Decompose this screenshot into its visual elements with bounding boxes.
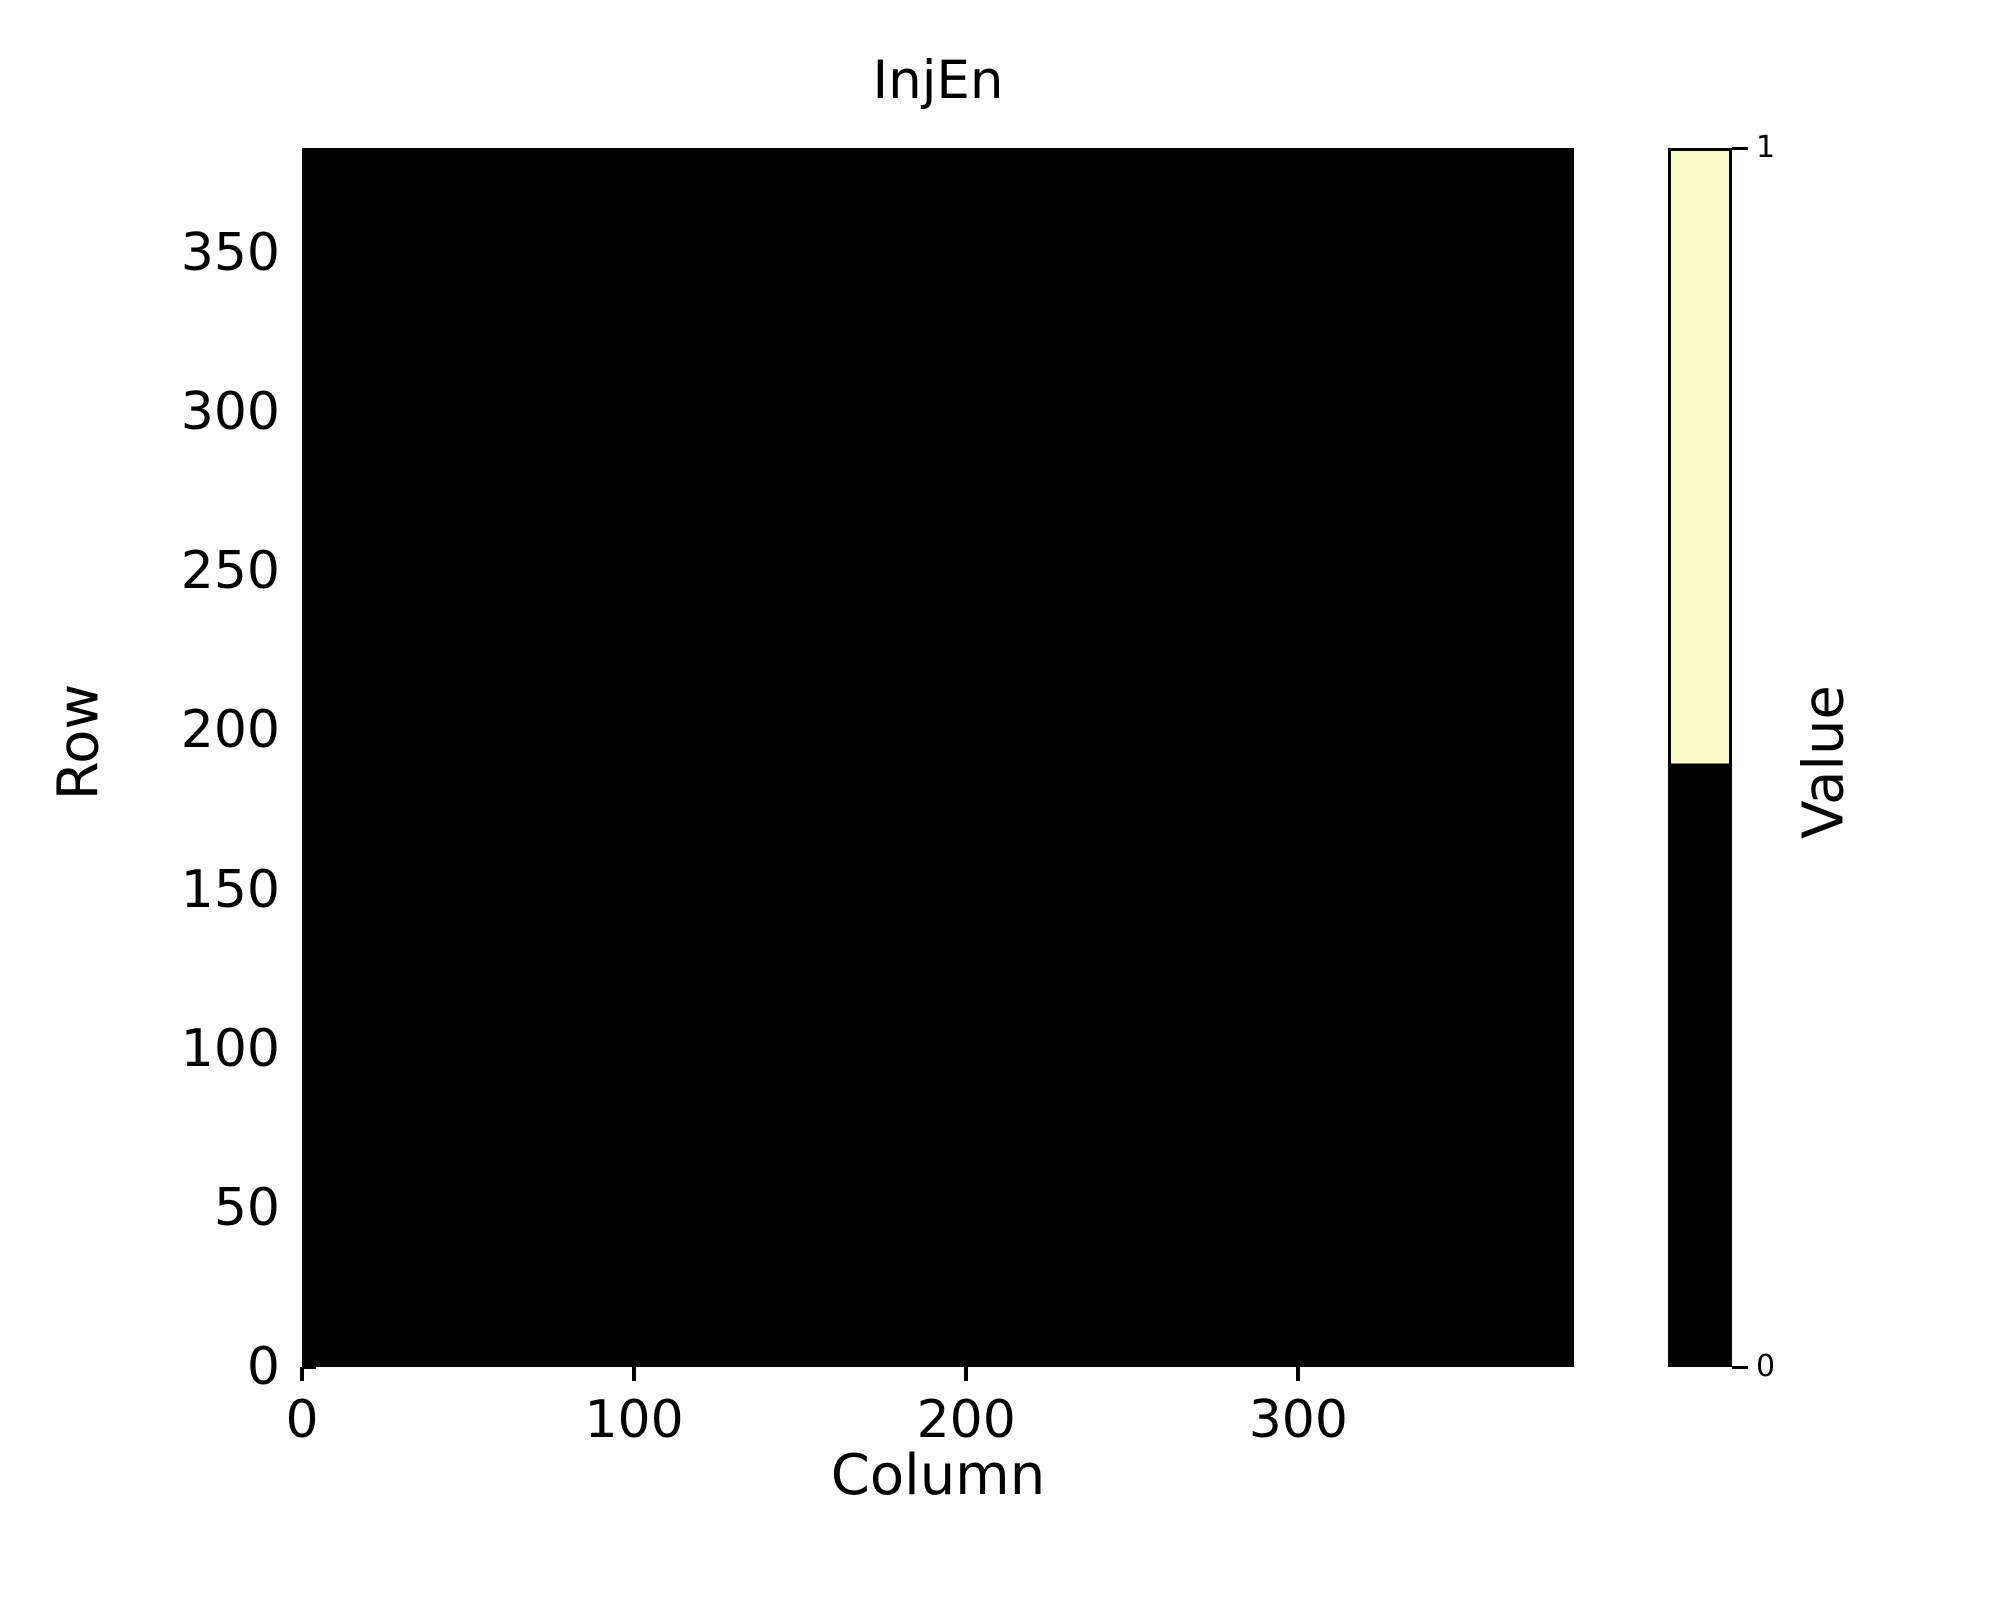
colorbar-label: Value <box>1791 685 1857 839</box>
y-tick-label: 250 <box>180 541 280 602</box>
colorbar-tick-label: 0 <box>1756 1349 1776 1384</box>
colorbar-tick-mark <box>1732 146 1748 150</box>
x-tick-mark <box>300 1367 304 1381</box>
x-tick-mark <box>964 1367 969 1381</box>
y-tick-label: 150 <box>180 859 280 920</box>
y-tick-label: 350 <box>180 223 280 284</box>
colorbar[interactable] <box>1668 148 1732 1367</box>
page-title: InjEn <box>872 50 1004 111</box>
y-tick-label: 0 <box>246 1337 280 1397</box>
y-tick-label: 100 <box>180 1018 280 1079</box>
y-tick-label: 200 <box>180 700 280 761</box>
x-tick-mark <box>632 1367 637 1381</box>
x-tick-label: 100 <box>584 1390 684 1450</box>
x-tick-mark <box>1296 1367 1301 1381</box>
y-tick-mark <box>302 1046 316 1051</box>
x-tick-label: 0 <box>285 1390 319 1450</box>
y-tick-mark <box>302 1365 316 1369</box>
colorbar-tick-label: 1 <box>1756 130 1776 165</box>
x-tick-label: 300 <box>1248 1390 1348 1450</box>
x-axis-label: Column <box>830 1443 1046 1508</box>
y-tick-mark <box>302 410 316 415</box>
y-tick-mark <box>302 728 316 733</box>
y-tick-mark <box>302 1205 316 1210</box>
y-tick-label: 50 <box>213 1177 280 1238</box>
y-tick-mark <box>302 569 316 574</box>
y-axis-label: Row <box>46 683 112 801</box>
y-tick-mark <box>302 887 316 892</box>
heatmap-image <box>302 148 1574 1367</box>
y-tick-label: 300 <box>180 382 280 443</box>
x-tick-label: 200 <box>916 1390 1016 1450</box>
colorbar-tick-mark <box>1732 1365 1748 1369</box>
y-tick-mark <box>302 251 316 256</box>
heatmap-axes[interactable] <box>302 148 1574 1367</box>
colorbar-gradient <box>1671 151 1729 1364</box>
